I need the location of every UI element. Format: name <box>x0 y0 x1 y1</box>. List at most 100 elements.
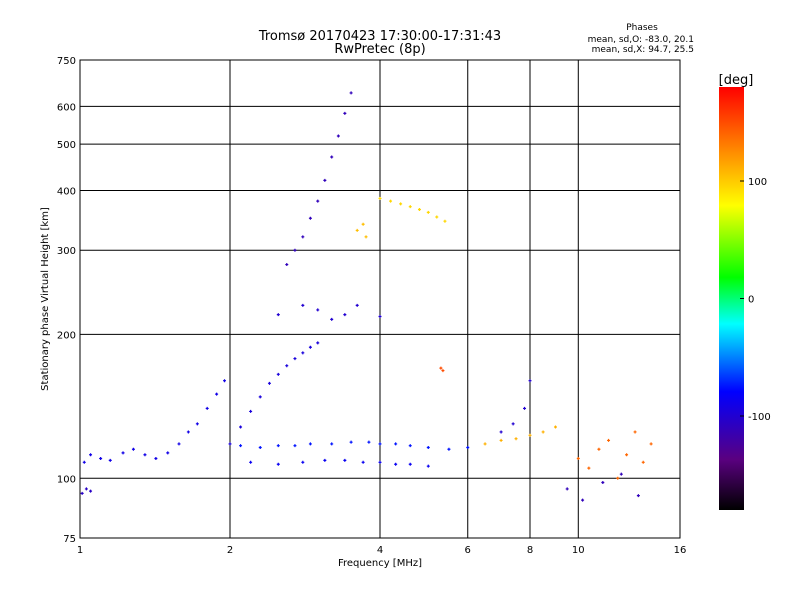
data-point <box>649 442 653 446</box>
x-tick-label: 4 <box>377 545 383 556</box>
data-point <box>316 199 320 203</box>
data-point <box>514 437 518 441</box>
data-point <box>89 489 93 493</box>
data-point <box>565 487 569 491</box>
data-point <box>177 442 181 446</box>
data-point <box>587 466 591 470</box>
data-point <box>378 442 382 446</box>
data-point <box>308 442 312 446</box>
y-tick-label: 400 <box>57 186 76 197</box>
colorbar-ticks: 100 0 -100 <box>740 177 771 423</box>
data-point <box>426 464 430 468</box>
data-point <box>355 228 359 232</box>
data-point <box>447 447 451 451</box>
data-point <box>276 444 280 448</box>
plot-grid <box>80 60 680 538</box>
y-tick-label: 100 <box>57 474 76 485</box>
data-point <box>597 447 601 451</box>
data-point <box>301 460 305 464</box>
x-axis-ticks: 1 2 4 6 8 10 16 <box>77 545 687 556</box>
data-point <box>343 313 347 317</box>
data-point <box>143 453 147 457</box>
data-point <box>166 451 170 455</box>
data-point <box>523 406 527 410</box>
data-point <box>378 196 382 200</box>
data-point <box>576 456 580 460</box>
data-points <box>80 91 653 502</box>
y-tick-label: 500 <box>57 140 76 151</box>
data-point <box>99 456 103 460</box>
data-point <box>355 303 359 307</box>
data-point <box>276 313 280 317</box>
phases-stat-o: mean, sd,O: -83.0, 20.1 <box>588 35 694 45</box>
chart-title: Tromsø 20170423 17:30:00-17:31:43 <box>258 29 501 44</box>
data-point <box>301 351 305 355</box>
data-point <box>499 430 503 434</box>
data-point <box>394 462 398 466</box>
data-point <box>426 445 430 449</box>
data-point <box>443 219 447 223</box>
data-point <box>215 392 219 396</box>
data-point <box>330 155 334 159</box>
data-point <box>108 458 112 462</box>
data-point <box>399 202 403 206</box>
data-point <box>330 442 334 446</box>
data-point <box>466 445 470 449</box>
data-point <box>195 422 199 426</box>
data-point <box>228 442 232 446</box>
data-point <box>636 494 640 498</box>
x-tick-label: 6 <box>465 545 471 556</box>
data-point <box>619 472 623 476</box>
y-tick-label: 750 <box>57 56 76 67</box>
data-point <box>408 205 412 209</box>
data-point <box>276 372 280 376</box>
y-tick-label: 600 <box>57 102 76 113</box>
y-axis-ticks: 75 100 200 300 400 500 600 750 <box>57 56 76 545</box>
colorbar-tick-label: -100 <box>748 412 771 423</box>
x-tick-label: 16 <box>674 545 687 556</box>
data-point <box>131 447 135 451</box>
data-point <box>276 462 280 466</box>
data-point <box>483 442 487 446</box>
data-point <box>301 303 305 307</box>
data-point <box>330 317 334 321</box>
x-axis-label: Frequency [MHz] <box>338 558 422 569</box>
data-point <box>293 248 297 252</box>
data-point <box>249 460 253 464</box>
data-point <box>343 111 347 115</box>
data-point <box>205 406 209 410</box>
chart-subtitle: RwPretec (8p) <box>334 42 425 57</box>
data-point <box>441 369 445 373</box>
data-point <box>361 460 365 464</box>
data-point <box>361 222 365 226</box>
data-point <box>293 444 297 448</box>
data-point <box>541 430 545 434</box>
data-point <box>239 444 243 448</box>
data-point <box>607 438 611 442</box>
data-point <box>301 235 305 239</box>
data-point <box>389 199 393 203</box>
data-point <box>616 476 620 480</box>
phases-stat-x: mean, sd,X: 94.7, 25.5 <box>592 45 694 55</box>
data-point <box>499 438 503 442</box>
data-point <box>511 422 515 426</box>
data-point <box>308 345 312 349</box>
data-point <box>641 460 645 464</box>
data-point <box>323 458 327 462</box>
colorbar-label: [deg] <box>719 73 754 88</box>
data-point <box>223 379 227 383</box>
data-point <box>336 134 340 138</box>
data-point <box>349 91 353 95</box>
data-point <box>121 451 125 455</box>
phases-header: Phases <box>626 23 658 33</box>
data-point <box>439 366 443 370</box>
data-point <box>601 480 605 484</box>
data-point <box>249 409 253 413</box>
data-point <box>323 178 327 182</box>
data-point <box>394 442 398 446</box>
data-point <box>186 430 190 434</box>
y-axis-label: Stationary phase Virtual Height [km] <box>40 207 51 391</box>
data-point <box>426 210 430 214</box>
data-point <box>364 235 368 239</box>
